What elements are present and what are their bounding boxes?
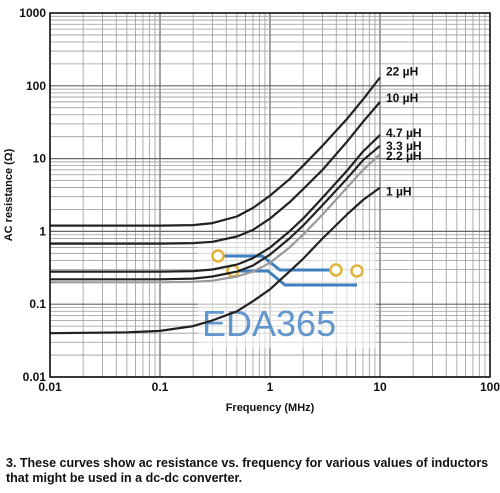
x-tick-label: 0.01 (38, 380, 62, 394)
series-label: 3.3 µH (386, 139, 422, 153)
watermark: EDA365 (198, 240, 376, 348)
series-label: 22 µH (386, 65, 418, 79)
x-axis-label: Frequency (MHz) (226, 402, 315, 414)
watermark-text: EDA365 (202, 303, 336, 344)
y-tick-label: 100 (26, 79, 46, 93)
series-line (50, 76, 381, 227)
series-line (50, 144, 381, 281)
series-label: 10 µH (386, 91, 418, 105)
series-line (50, 101, 381, 245)
watermark-trace (233, 269, 357, 287)
y-tick-label: 1 (39, 224, 46, 238)
watermark-pad (329, 263, 343, 277)
plot-frame (49, 12, 491, 378)
x-tick-label: 1 (267, 380, 274, 394)
series-lines (49, 76, 381, 335)
series-line (50, 153, 381, 284)
y-tick-label: 0.1 (29, 297, 46, 311)
series-line (50, 134, 381, 273)
y-tick-label: 0.01 (23, 370, 47, 384)
series-line (49, 186, 381, 335)
tick-labels: 0.01 0.1 1 10 100 0.01 0.1 1 10 100 1000 (19, 6, 500, 394)
x-tick-label: 0.1 (152, 380, 169, 394)
y-axis-label: AC resistance (Ω) (3, 148, 15, 241)
series-labels: 22 µH 10 µH 4.7 µH3.3 µH2.2 µH 1 µH (386, 65, 422, 199)
series-label: 4.7 µH (386, 126, 422, 140)
figure-caption: 3. These curves show ac resistance vs. f… (6, 456, 489, 485)
watermark-backdrop (198, 240, 376, 348)
x-tick-label: 100 (480, 380, 500, 394)
watermark-pad (211, 249, 225, 263)
y-tick-label: 10 (33, 152, 47, 166)
y-tick-label: 1000 (19, 6, 46, 20)
x-tick-label: 10 (373, 380, 387, 394)
series-label: 2.2 µH (386, 149, 422, 163)
series-label: 1 µH (386, 185, 412, 199)
watermark-pad (350, 264, 364, 278)
